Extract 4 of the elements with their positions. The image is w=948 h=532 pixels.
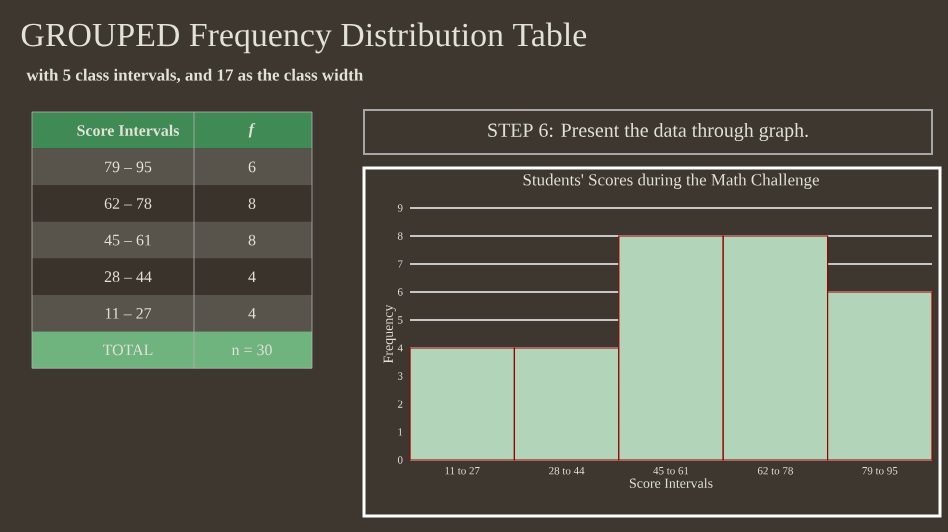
text: GROUPED Frequency Distribution Table — [21, 22, 587, 54]
text: with 5 class intervals, and 17 as the class width — [26, 68, 364, 84]
text: STEP 6: Present the data through graph. — [488, 122, 808, 142]
chart-title: Students' Scores during the Math Challenge — [523, 173, 819, 190]
